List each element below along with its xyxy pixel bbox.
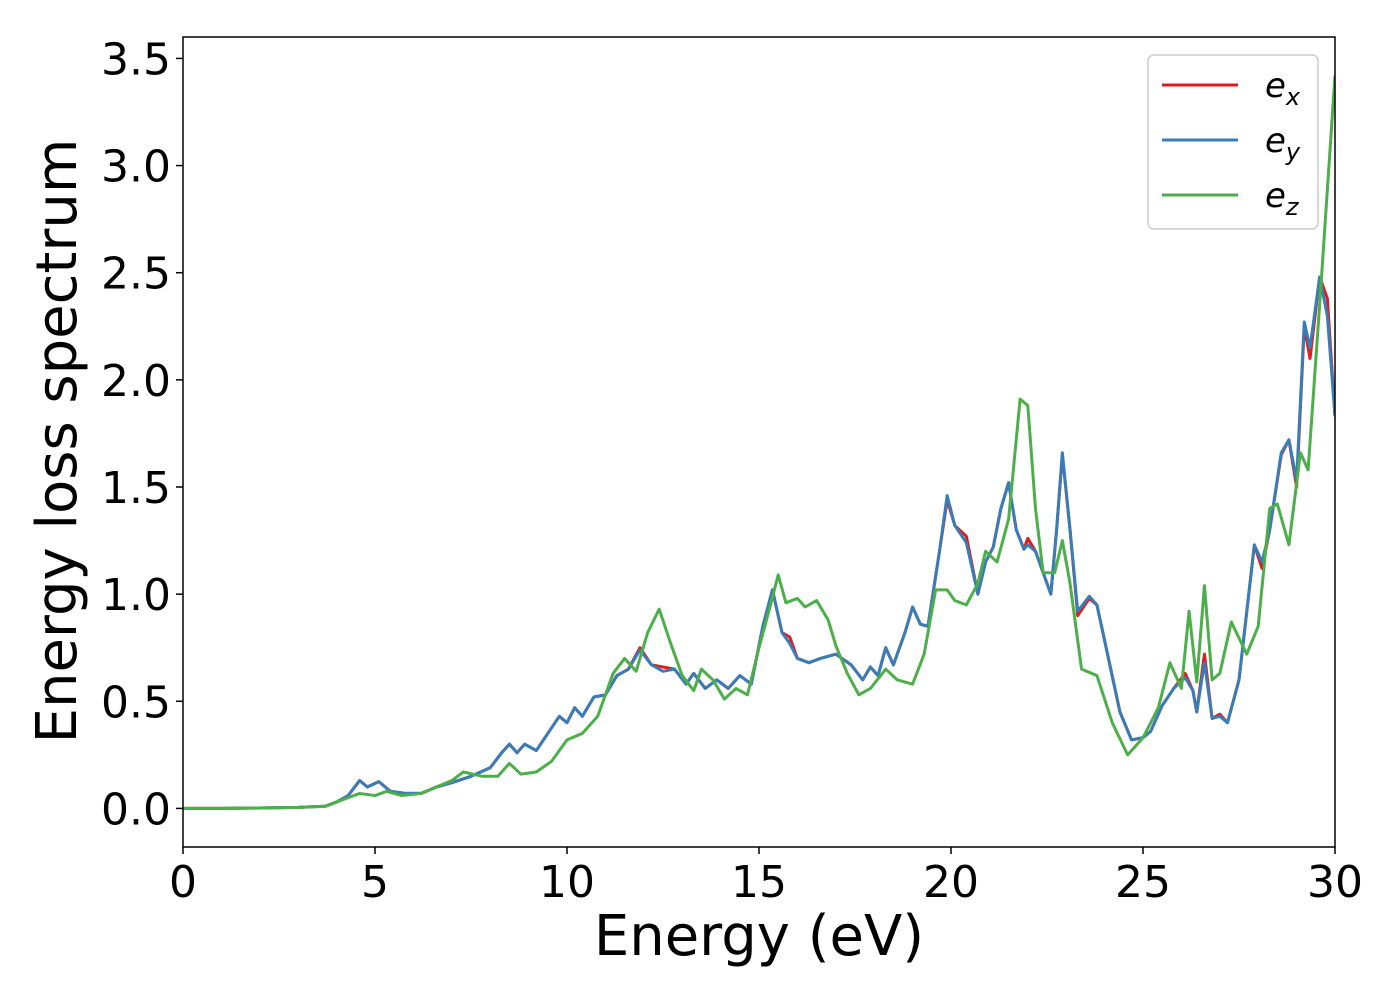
x-tick-label: 30: [1307, 857, 1363, 908]
y-tick-label: 3.0: [101, 142, 171, 193]
series-line: [183, 275, 1335, 810]
x-tick-label: 5: [361, 857, 389, 908]
y-tick-label: 1.0: [101, 570, 171, 621]
x-axis-label: Energy (eV): [594, 904, 924, 969]
y-axis-label: Energy loss spectrum: [25, 139, 90, 744]
series-line: [183, 275, 1335, 810]
x-tick-label: 25: [1115, 857, 1171, 908]
x-tick-label: 0: [169, 857, 197, 908]
y-tick-label: 0.0: [101, 784, 171, 835]
legend-label: ex: [1265, 66, 1301, 111]
legend-box: [1147, 54, 1319, 230]
x-tick-label: 20: [923, 857, 979, 908]
legend-label: ey: [1265, 121, 1301, 166]
legend-label: ez: [1265, 176, 1300, 221]
x-tick-label: 10: [539, 857, 595, 908]
y-tick-label: 2.5: [101, 249, 171, 300]
y-tick-label: 0.5: [101, 677, 171, 728]
y-tick-label: 3.5: [101, 34, 171, 85]
series-line: [183, 75, 1335, 810]
y-tick-label: 2.0: [101, 356, 171, 407]
y-tick-label: 1.5: [101, 463, 171, 514]
x-tick-label: 15: [731, 857, 787, 908]
plot-frame: [182, 36, 1336, 848]
